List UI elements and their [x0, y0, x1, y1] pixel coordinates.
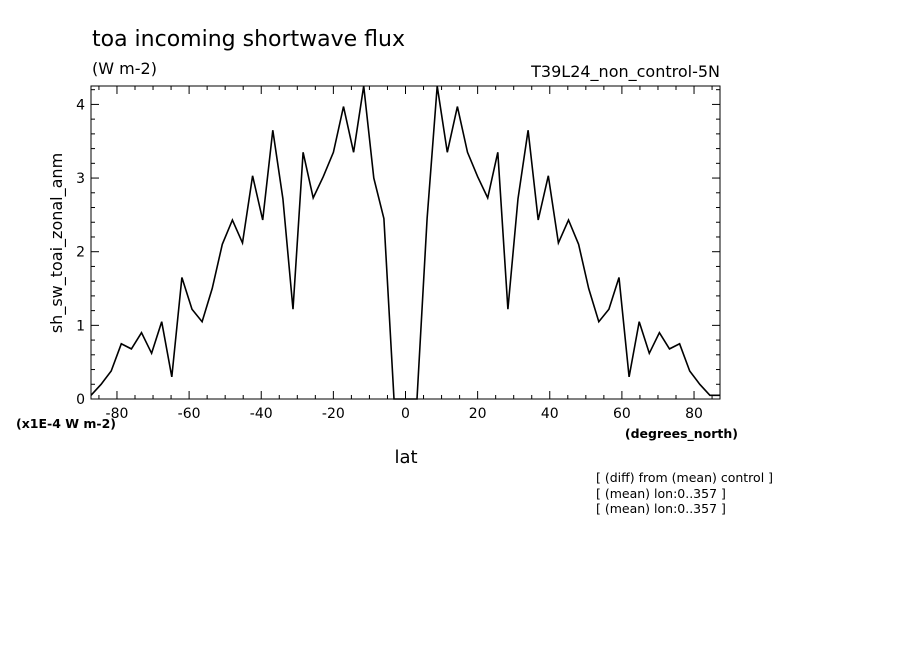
- y-tick-label: 2: [76, 245, 85, 261]
- chart-units-subtitle: (W m-2): [92, 59, 157, 78]
- x-tick-labels: -80 -60 -40 -20 0 20 40 60 80: [106, 406, 703, 422]
- x-tick-label: -60: [178, 406, 201, 422]
- x-tick-label: 60: [613, 406, 631, 422]
- axis-ticks: [91, 86, 720, 400]
- x-units-label: (degrees_north): [625, 426, 738, 442]
- note-line-2: [ (mean) lon:0..357 ]: [596, 486, 726, 501]
- x-tick-label: 0: [401, 406, 410, 422]
- y-tick-label: 4: [76, 97, 85, 113]
- plot-frame: [90, 85, 721, 400]
- note-line-1: [ (diff) from (mean) control ]: [596, 470, 773, 485]
- y-tick-label: 0: [76, 392, 85, 408]
- chart-title: toa incoming shortwave flux: [92, 27, 405, 52]
- y-scale-note: (x1E-4 W m-2): [16, 416, 116, 431]
- x-tick-label: 40: [541, 406, 559, 422]
- run-label: T39L24_non_control-5N: [530, 62, 720, 82]
- series-line: [90, 85, 720, 400]
- x-tick-label: -20: [322, 406, 345, 422]
- y-axis-label: sh_sw_toai_zonal_anm: [47, 153, 67, 333]
- x-tick-label: 80: [685, 406, 703, 422]
- note-line-3: [ (mean) lon:0..357 ]: [596, 501, 726, 516]
- y-tick-label: 1: [76, 318, 85, 334]
- y-tick-label: 3: [76, 171, 85, 187]
- x-tick-label: -40: [250, 406, 273, 422]
- y-tick-labels: 0 1 2 3 4: [76, 97, 85, 408]
- x-tick-label: -80: [106, 406, 129, 422]
- x-axis-label: lat: [394, 447, 417, 468]
- x-tick-label: 20: [469, 406, 487, 422]
